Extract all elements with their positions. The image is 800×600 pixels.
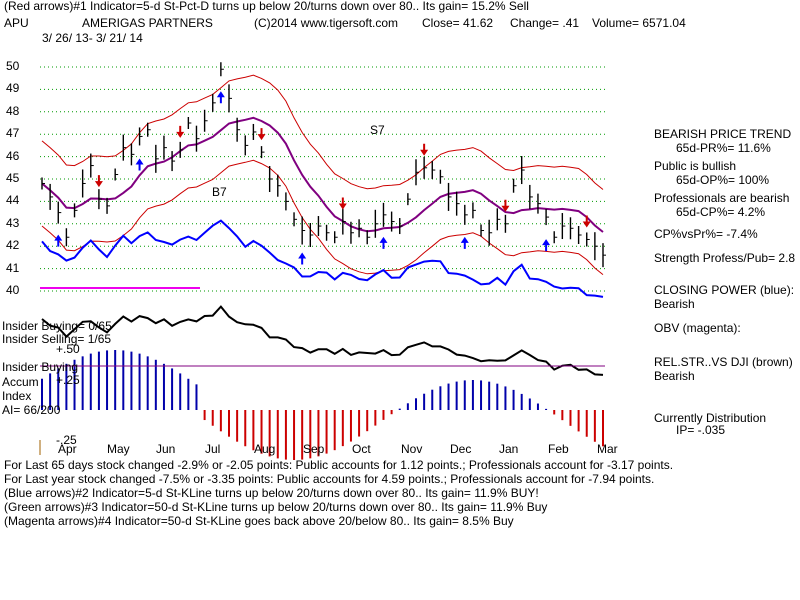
y-tick-label: 41 xyxy=(6,260,20,275)
y-tick-label: 47 xyxy=(6,126,20,141)
distribution-status: Currently Distribution xyxy=(654,411,767,425)
accum-minus25: -.25 xyxy=(56,433,77,447)
sell-arrow xyxy=(338,197,347,210)
op-value: 65d-OP%= 100% xyxy=(676,173,770,187)
closing-power-line xyxy=(41,219,604,298)
index-label: Index xyxy=(2,389,32,403)
insider-selling: Insider Selling= 1/65 xyxy=(2,332,112,346)
footer-line1: For Last 65 days stock changed -2.9% or … xyxy=(4,458,674,472)
x-tick-label: Feb xyxy=(548,442,569,456)
header-line1: (Red arrows)#1 Indicator=5-d St-Pct-D tu… xyxy=(4,0,529,13)
moving-average-line xyxy=(41,116,604,233)
ticker: APU xyxy=(4,16,29,30)
cp-value: 65d-CP%= 4.2% xyxy=(676,205,766,219)
sell-arrow xyxy=(420,143,429,156)
series-lines xyxy=(41,74,604,376)
y-tick-label: 42 xyxy=(6,238,20,253)
footer-line5: (Magenta arrows)#4 Indicator=50-d St-KLi… xyxy=(4,514,514,528)
relstr-label: REL.STR..VS DJI (brown) xyxy=(654,355,793,369)
x-tick-label: Sep xyxy=(303,442,325,456)
company-name: AMERIGAS PARTNERS xyxy=(82,16,213,30)
pr-value: 65d-PR%= 11.6% xyxy=(676,141,771,155)
ip-value: IP= -.035 xyxy=(676,423,726,437)
insider-buying: Insider Buying= 0/65 xyxy=(2,319,112,333)
x-tick-label: Jun xyxy=(156,442,176,456)
sell-arrow xyxy=(582,215,591,228)
strength-value: Strength Profess/Pub= 2.8 xyxy=(654,251,796,265)
close-value: Close= 41.62 xyxy=(422,16,494,30)
upper-band-line xyxy=(41,74,604,190)
y-tick-label: 50 xyxy=(6,59,20,73)
sell-arrow xyxy=(501,199,510,212)
volume-value: Volume= 6571.04 xyxy=(592,16,686,30)
annotation-b7: B7 xyxy=(212,185,227,199)
annotation-s7: S7 xyxy=(370,123,385,137)
x-tick-label: Mar xyxy=(597,442,618,456)
lower-band-line xyxy=(41,159,604,275)
buy-arrow xyxy=(542,239,551,252)
x-tick-label: Oct xyxy=(352,442,371,456)
x-tick-label: Nov xyxy=(401,442,423,456)
y-tick-label: 43 xyxy=(6,215,20,230)
accum-label: Accum xyxy=(2,375,39,389)
public-status: Public is bullish xyxy=(654,159,737,173)
source: (C)2014 www.tigersoft.com xyxy=(254,16,399,30)
obv-label: OBV (magenta): xyxy=(654,321,741,335)
sell-arrow xyxy=(257,128,266,141)
y-tick-label: 40 xyxy=(6,283,20,297)
buy-arrow xyxy=(379,236,388,249)
x-tick-label: Apr xyxy=(58,442,77,456)
accum-plus25: +.25 xyxy=(56,373,80,387)
y-tick-label: 46 xyxy=(6,148,20,163)
professionals-status: Professionals are bearish xyxy=(654,191,790,205)
x-tick-label: May xyxy=(107,442,130,456)
sell-arrow xyxy=(94,175,103,188)
y-tick-label: 49 xyxy=(6,81,20,96)
buy-arrow xyxy=(135,158,144,171)
relstr-value: Bearish xyxy=(654,369,695,383)
insider-plus50: +.50 xyxy=(56,342,80,356)
x-tick-label: Jul xyxy=(205,442,221,456)
x-tick-label: Aug xyxy=(254,442,276,456)
x-tick-label: Dec xyxy=(450,442,472,456)
sell-arrow xyxy=(176,125,185,138)
closing-power-label: CLOSING POWER (blue): xyxy=(654,283,795,297)
price-bars xyxy=(41,62,606,268)
x-tick-label: Jan xyxy=(499,442,519,456)
trend-title: BEARISH PRICE TREND xyxy=(654,127,792,141)
y-tick-label: 45 xyxy=(6,171,20,185)
accum-histogram xyxy=(41,350,604,460)
cpvspr-value: CP%vsPr%= -7.4% xyxy=(654,227,758,241)
buy-arrow xyxy=(216,91,225,104)
y-tick-label: 44 xyxy=(6,193,20,208)
ai-value: AI= 66/200 xyxy=(2,403,61,417)
closing-power-value: Bearish xyxy=(654,297,695,311)
footer-line3: (Blue arrows)#2 Indicator=5-d St-KLine t… xyxy=(4,486,539,500)
rel-strength-line xyxy=(41,305,604,376)
footer-line2: For Last year stock changed -7.5% or -3.… xyxy=(4,472,655,486)
date-range: 3/ 26/ 13- 3/ 21/ 14 xyxy=(42,31,143,45)
footer-line4: (Green arrows)#3 Indicator=50-d St-KLine… xyxy=(4,500,548,514)
buy-arrow xyxy=(298,252,307,265)
change-value: Change= .41 xyxy=(510,16,580,30)
insider-buying-label: Insider Buying xyxy=(2,360,79,374)
grid xyxy=(40,66,605,292)
y-tick-label: 48 xyxy=(6,103,20,118)
signal-arrows xyxy=(54,91,591,265)
buy-arrow xyxy=(54,234,63,247)
buy-arrow xyxy=(460,236,469,249)
